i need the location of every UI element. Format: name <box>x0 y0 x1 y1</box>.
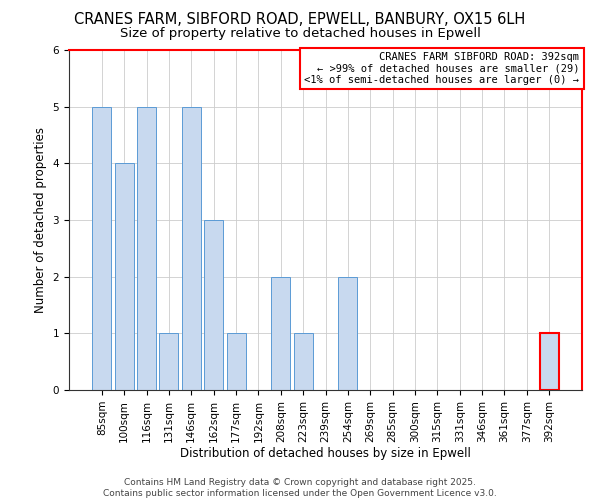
Bar <box>227 334 245 390</box>
Bar <box>293 334 313 390</box>
Bar <box>92 106 112 390</box>
Bar <box>338 276 358 390</box>
Bar <box>539 334 559 390</box>
Bar <box>137 106 156 390</box>
Bar <box>271 276 290 390</box>
Bar <box>160 334 178 390</box>
Y-axis label: Number of detached properties: Number of detached properties <box>34 127 47 313</box>
Bar <box>204 220 223 390</box>
Bar <box>182 106 201 390</box>
Bar <box>115 164 134 390</box>
Text: Size of property relative to detached houses in Epwell: Size of property relative to detached ho… <box>119 28 481 40</box>
Text: Contains HM Land Registry data © Crown copyright and database right 2025.
Contai: Contains HM Land Registry data © Crown c… <box>103 478 497 498</box>
Text: CRANES FARM, SIBFORD ROAD, EPWELL, BANBURY, OX15 6LH: CRANES FARM, SIBFORD ROAD, EPWELL, BANBU… <box>74 12 526 28</box>
Text: CRANES FARM SIBFORD ROAD: 392sqm
← >99% of detached houses are smaller (29)
<1% : CRANES FARM SIBFORD ROAD: 392sqm ← >99% … <box>304 52 580 85</box>
X-axis label: Distribution of detached houses by size in Epwell: Distribution of detached houses by size … <box>180 448 471 460</box>
